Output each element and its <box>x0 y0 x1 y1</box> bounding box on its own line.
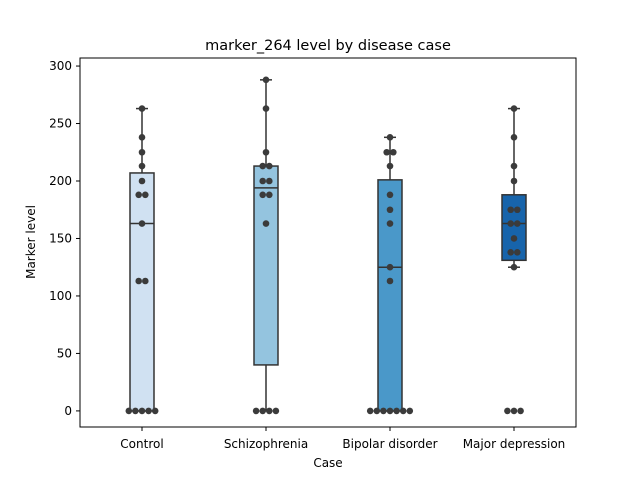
x-tick-label: Control <box>120 437 163 451</box>
data-point <box>262 76 270 84</box>
data-point <box>138 148 146 156</box>
data-point <box>510 105 518 112</box>
data-point <box>517 407 524 415</box>
data-point <box>135 191 142 199</box>
data-point <box>386 277 394 285</box>
data-point <box>386 191 394 199</box>
data-point <box>386 162 394 170</box>
data-point <box>125 407 133 415</box>
data-point <box>151 407 159 415</box>
data-point <box>380 407 387 415</box>
data-point <box>386 134 394 141</box>
data-point <box>386 407 394 415</box>
x-axis-label: Case <box>313 456 342 470</box>
data-point <box>266 162 273 170</box>
data-point <box>366 407 374 415</box>
data-point <box>373 407 381 415</box>
data-point <box>262 220 270 227</box>
box-body <box>501 194 527 262</box>
data-point <box>266 191 273 199</box>
data-point <box>399 407 407 415</box>
data-point <box>272 407 280 415</box>
data-point <box>386 206 394 214</box>
data-point <box>135 277 142 285</box>
data-point <box>507 248 514 256</box>
data-point <box>510 162 518 170</box>
y-tick-label: 300 <box>49 59 72 73</box>
x-axis: Control Schizophrenia Bipolar disorder Majo… <box>120 427 565 451</box>
data-point <box>510 177 518 185</box>
data-point <box>138 220 146 227</box>
plot-frame <box>79 57 577 428</box>
data-point <box>507 220 514 227</box>
data-point <box>386 220 394 227</box>
x-tick-label: Major depression <box>463 437 566 451</box>
data-point <box>510 134 518 141</box>
data-point <box>259 162 267 170</box>
chart-title: marker_264 level by disease case <box>205 38 451 54</box>
data-point <box>132 407 139 415</box>
data-point <box>510 263 518 271</box>
y-axis: 0 50 100 150 200 250 300 <box>49 59 80 418</box>
data-point <box>138 105 146 112</box>
data-point <box>383 148 391 156</box>
y-tick-label: 0 <box>64 404 72 418</box>
box-body <box>129 172 155 412</box>
x-tick-label: Schizophrenia <box>224 437 308 451</box>
data-point <box>510 407 518 415</box>
data-point <box>142 191 149 199</box>
data-point <box>514 206 521 214</box>
data-point <box>145 407 152 415</box>
data-point <box>266 407 273 415</box>
x-tick-label: Bipolar disorder <box>342 437 437 451</box>
data-point <box>142 277 149 285</box>
box-body <box>377 179 403 412</box>
data-point <box>259 407 267 415</box>
data-point <box>138 407 146 415</box>
data-point <box>390 148 397 156</box>
data-point <box>259 191 267 199</box>
data-point <box>514 220 521 227</box>
plot-area <box>80 58 576 427</box>
data-point <box>259 177 267 185</box>
data-point <box>504 407 511 415</box>
data-point <box>138 134 146 141</box>
y-tick-label: 200 <box>49 174 72 188</box>
data-point <box>406 407 414 415</box>
y-tick-label: 50 <box>57 346 72 360</box>
box-body <box>253 165 279 366</box>
data-point <box>393 407 400 415</box>
y-tick-label: 150 <box>49 231 72 245</box>
data-point <box>514 248 521 256</box>
box-major-depression <box>501 107 527 268</box>
data-point <box>138 177 146 185</box>
y-tick-label: 250 <box>49 117 72 131</box>
data-point <box>510 235 518 242</box>
data-point <box>507 206 514 214</box>
data-point <box>138 162 146 170</box>
data-point <box>262 148 270 156</box>
data-point <box>252 407 260 415</box>
y-axis-label: Marker level <box>24 205 38 279</box>
data-point <box>262 105 270 112</box>
points-layer <box>125 76 524 415</box>
data-point <box>266 177 273 185</box>
y-tick-label: 100 <box>49 289 72 303</box>
data-point <box>386 263 394 271</box>
